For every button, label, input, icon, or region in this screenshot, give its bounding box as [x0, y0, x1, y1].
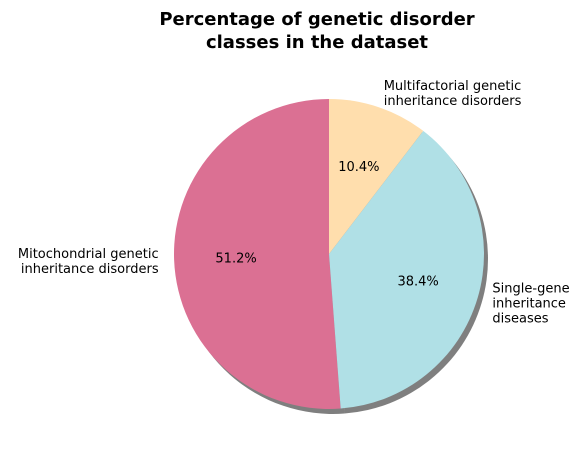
- chart-title: Percentage of genetic disorder classes i…: [159, 9, 474, 53]
- slice-label-line: inheritance: [492, 297, 566, 312]
- pct-label-multifactorial-genetic-inheritance-disorders: 10.4%: [338, 160, 379, 175]
- slice-label-single-gene-inheritance-diseases: Single-gene inheritance diseases: [492, 282, 569, 327]
- chart-title-line-2: classes in the dataset: [206, 32, 428, 53]
- pie-slices: [174, 99, 484, 409]
- pie-labels: 51.2%Mitochondrial genetic inheritance di…: [18, 79, 570, 327]
- pie-slice-multifactorial-genetic-inheritance-disorders: [329, 99, 424, 254]
- pct-label-single-gene-inheritance-diseases: 38.4%: [397, 275, 438, 290]
- pct-label-mitochondrial-genetic-inheritance-disorders: 51.2%: [215, 252, 256, 267]
- slice-label-multifactorial-genetic-inheritance-disorders: Multifactorial genetic inheritance disord…: [384, 79, 522, 109]
- pie-slice-mitochondrial-genetic-inheritance-disorders: [174, 99, 341, 409]
- slice-label-line: Mitochondrial genetic: [18, 247, 159, 262]
- chart-title-line-1: Percentage of genetic disorder: [159, 9, 474, 30]
- slice-label-line: inheritance disorders: [21, 262, 159, 277]
- slice-label-line: inheritance disorders: [384, 94, 522, 109]
- slice-label-line: Single-gene: [492, 282, 569, 297]
- slice-label-line: Multifactorial genetic: [384, 79, 522, 94]
- pie-slice-single-gene-inheritance-diseases: [329, 130, 484, 409]
- slice-label-line: diseases: [492, 312, 548, 327]
- slice-label-mitochondrial-genetic-inheritance-disorders: Mitochondrial genetic inheritance disorde…: [18, 247, 159, 277]
